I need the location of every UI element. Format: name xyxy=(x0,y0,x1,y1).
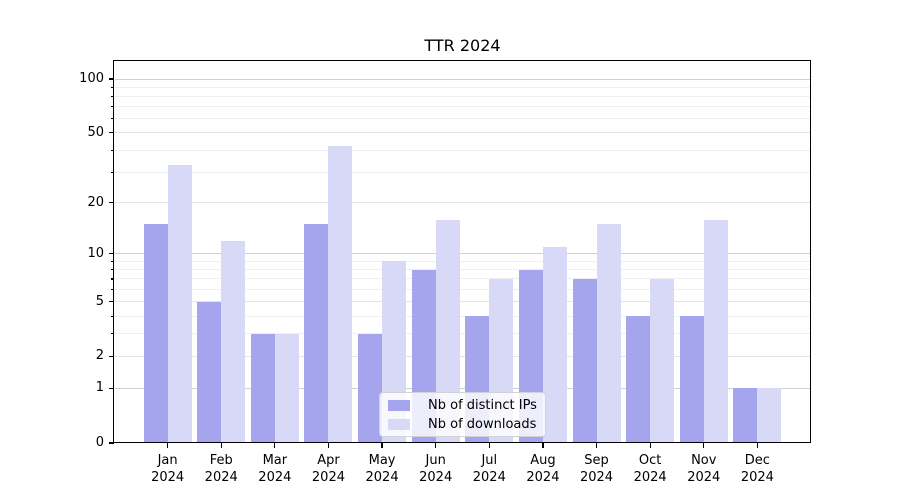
y-minor-tick-mark xyxy=(111,171,114,173)
x-tick-mark xyxy=(167,443,169,448)
bar-distinct-ips-jan xyxy=(143,224,168,443)
y-gridline xyxy=(115,301,810,303)
bar-distinct-ips-mar xyxy=(250,333,275,443)
y-minor-tick-mark xyxy=(111,95,114,98)
y-minor-gridline xyxy=(115,333,810,335)
x-tick-label: Jul 2024 xyxy=(472,453,506,485)
y-tick-mark xyxy=(109,78,114,80)
x-tick-mark xyxy=(595,443,598,448)
x-tick-label: Oct 2024 xyxy=(633,453,667,485)
bar-distinct-ips-oct xyxy=(626,316,651,443)
y-minor-gridline xyxy=(115,118,810,120)
y-gridline xyxy=(115,355,810,357)
legend-item: Nb of distinct IPs xyxy=(386,397,539,413)
y-minor-gridline xyxy=(115,269,810,271)
bar-distinct-ips-may xyxy=(358,333,383,443)
y-tick-label: 1 xyxy=(95,380,104,396)
y-minor-gridline xyxy=(115,289,810,291)
x-tick-label: Apr 2024 xyxy=(311,453,345,485)
x-tick-label: Nov 2024 xyxy=(687,453,721,485)
y-tick-label: 0 xyxy=(95,435,104,450)
bar-downloads-sep xyxy=(596,224,621,443)
legend-item: Nb of downloads xyxy=(386,416,539,432)
y-gridline xyxy=(115,387,810,389)
bar-distinct-ips-feb xyxy=(197,301,222,443)
y-tick-mark xyxy=(109,387,114,389)
y-minor-tick-mark xyxy=(111,333,114,335)
y-tick-label: 100 xyxy=(79,71,104,86)
x-tick-mark xyxy=(542,443,544,448)
legend-label: Nb of downloads xyxy=(428,416,537,432)
x-tick-mark xyxy=(435,443,437,448)
legend-label: Nb of distinct IPs xyxy=(428,397,537,413)
y-minor-gridline xyxy=(115,149,810,151)
bar-downloads-nov xyxy=(703,219,728,443)
bar-downloads-apr xyxy=(328,146,353,443)
bar-distinct-ips-nov xyxy=(679,316,704,443)
bar-downloads-feb xyxy=(221,240,246,443)
y-tick-label: 2 xyxy=(95,348,104,364)
y-tick-label: 10 xyxy=(87,245,104,261)
x-tick-label: Jan 2024 xyxy=(151,453,185,485)
y-tick-mark xyxy=(109,442,114,444)
y-tick-mark xyxy=(109,355,114,357)
x-tick-mark xyxy=(220,443,222,448)
x-tick-mark xyxy=(488,443,490,448)
chart-title: TTR 2024 xyxy=(424,36,501,55)
y-gridline xyxy=(115,253,810,255)
y-tick-mark xyxy=(109,301,114,303)
y-minor-tick-mark xyxy=(111,260,114,263)
y-minor-tick-mark xyxy=(111,315,114,317)
y-tick-label: 20 xyxy=(87,194,104,210)
x-tick-label: May 2024 xyxy=(365,453,399,485)
y-tick-label: 5 xyxy=(95,293,104,309)
x-tick-mark xyxy=(649,443,651,448)
bar-distinct-ips-sep xyxy=(572,278,597,443)
y-minor-gridline xyxy=(115,171,810,173)
y-minor-tick-mark xyxy=(111,106,114,108)
x-tick-label: Aug 2024 xyxy=(526,453,560,485)
y-minor-tick-mark xyxy=(111,149,114,151)
y-minor-gridline xyxy=(115,86,810,88)
x-tick-mark xyxy=(756,443,758,448)
y-minor-gridline xyxy=(115,106,810,108)
y-tick-mark xyxy=(109,202,114,204)
x-tick-mark xyxy=(327,443,330,448)
x-tick-mark xyxy=(381,443,383,448)
y-minor-gridline xyxy=(115,95,810,97)
bar-downloads-aug xyxy=(542,247,567,443)
bar-downloads-mar xyxy=(274,333,299,443)
y-minor-gridline xyxy=(115,315,810,317)
legend: Nb of distinct IPs Nb of downloads xyxy=(379,392,546,437)
x-tick-label: Feb 2024 xyxy=(204,453,238,485)
legend-swatch-distinct-ips xyxy=(388,399,410,411)
y-tick-mark xyxy=(109,132,114,134)
y-minor-tick-mark xyxy=(111,289,114,291)
y-minor-tick-mark xyxy=(111,118,114,120)
x-tick-mark xyxy=(274,443,276,448)
bar-downloads-dec xyxy=(757,388,782,443)
legend-swatch-downloads xyxy=(388,418,410,430)
y-gridline xyxy=(115,132,810,134)
bar-downloads-oct xyxy=(650,278,675,443)
x-tick-label: Jun 2024 xyxy=(419,453,453,485)
y-gridline xyxy=(115,202,810,204)
bar-downloads-jan xyxy=(167,164,192,443)
y-minor-tick-mark xyxy=(111,269,114,271)
x-tick-label: Sep 2024 xyxy=(579,453,614,485)
y-tick-mark xyxy=(109,253,114,255)
y-minor-gridline xyxy=(115,260,810,262)
y-tick-label: 50 xyxy=(87,124,104,140)
y-gridline xyxy=(115,78,810,80)
bar-distinct-ips-apr xyxy=(304,224,329,443)
x-tick-label: Mar 2024 xyxy=(258,453,292,485)
x-tick-label: Dec 2024 xyxy=(740,453,774,485)
bar-distinct-ips-dec xyxy=(733,388,758,443)
y-minor-gridline xyxy=(115,278,810,280)
y-minor-tick-mark xyxy=(111,86,114,88)
x-tick-mark xyxy=(703,443,705,448)
y-minor-tick-mark xyxy=(111,278,114,280)
